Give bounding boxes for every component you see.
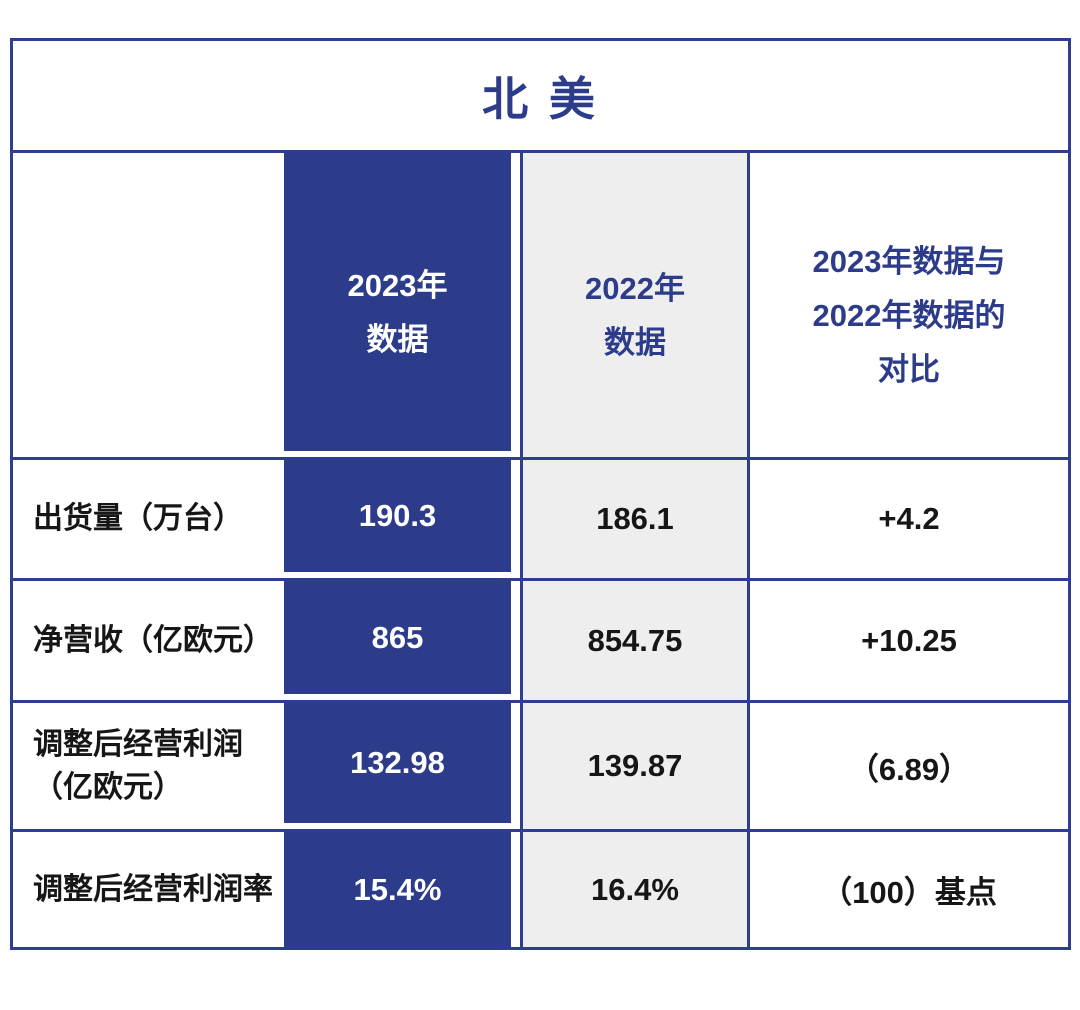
comparison-table: 北 美 2023年 数据 2022年 数据 2023年数据与 2022年数据的 … bbox=[10, 38, 1071, 950]
cell-change-value: （100）基点 bbox=[750, 832, 1068, 947]
cell-2022-value: 854.75 bbox=[520, 581, 750, 700]
header-row: 2023年 数据 2022年 数据 2023年数据与 2022年数据的 对比 bbox=[13, 153, 1068, 457]
cell-2022-value: 139.87 bbox=[520, 703, 750, 829]
row-label: 出货量（万台） bbox=[13, 460, 284, 578]
cell-2023-value: 190.3 bbox=[284, 460, 520, 578]
row-label: 调整后经营利润 （亿欧元） bbox=[13, 703, 284, 829]
cell-change-value: （6.89） bbox=[750, 703, 1068, 829]
cell-change-value: +4.2 bbox=[750, 460, 1068, 578]
cell-2023-value: 132.98 bbox=[284, 703, 520, 829]
cell-2023-value: 865 bbox=[284, 581, 520, 700]
table-row-net-revenue: 净营收（亿欧元） 865 854.75 +10.25 bbox=[13, 578, 1068, 700]
table-row-shipments: 出货量（万台） 190.3 186.1 +4.2 bbox=[13, 457, 1068, 578]
row-label: 调整后经营利润率 bbox=[13, 832, 284, 947]
cell-2022-value: 16.4% bbox=[520, 832, 750, 947]
table-title: 北 美 bbox=[13, 41, 1068, 153]
header-2022: 2022年 数据 bbox=[520, 153, 750, 457]
row-label: 净营收（亿欧元） bbox=[13, 581, 284, 700]
table-row-adjusted-operating-profit: 调整后经营利润 （亿欧元） 132.98 139.87 （6.89） bbox=[13, 700, 1068, 829]
header-comparison: 2023年数据与 2022年数据的 对比 bbox=[750, 153, 1068, 457]
cell-2023-value: 15.4% bbox=[284, 832, 520, 947]
header-2023: 2023年 数据 bbox=[284, 153, 520, 457]
cell-2022-value: 186.1 bbox=[520, 460, 750, 578]
header-empty-cell bbox=[13, 153, 284, 457]
cell-change-value: +10.25 bbox=[750, 581, 1068, 700]
table-row-adjusted-operating-margin: 调整后经营利润率 15.4% 16.4% （100）基点 bbox=[13, 829, 1068, 947]
